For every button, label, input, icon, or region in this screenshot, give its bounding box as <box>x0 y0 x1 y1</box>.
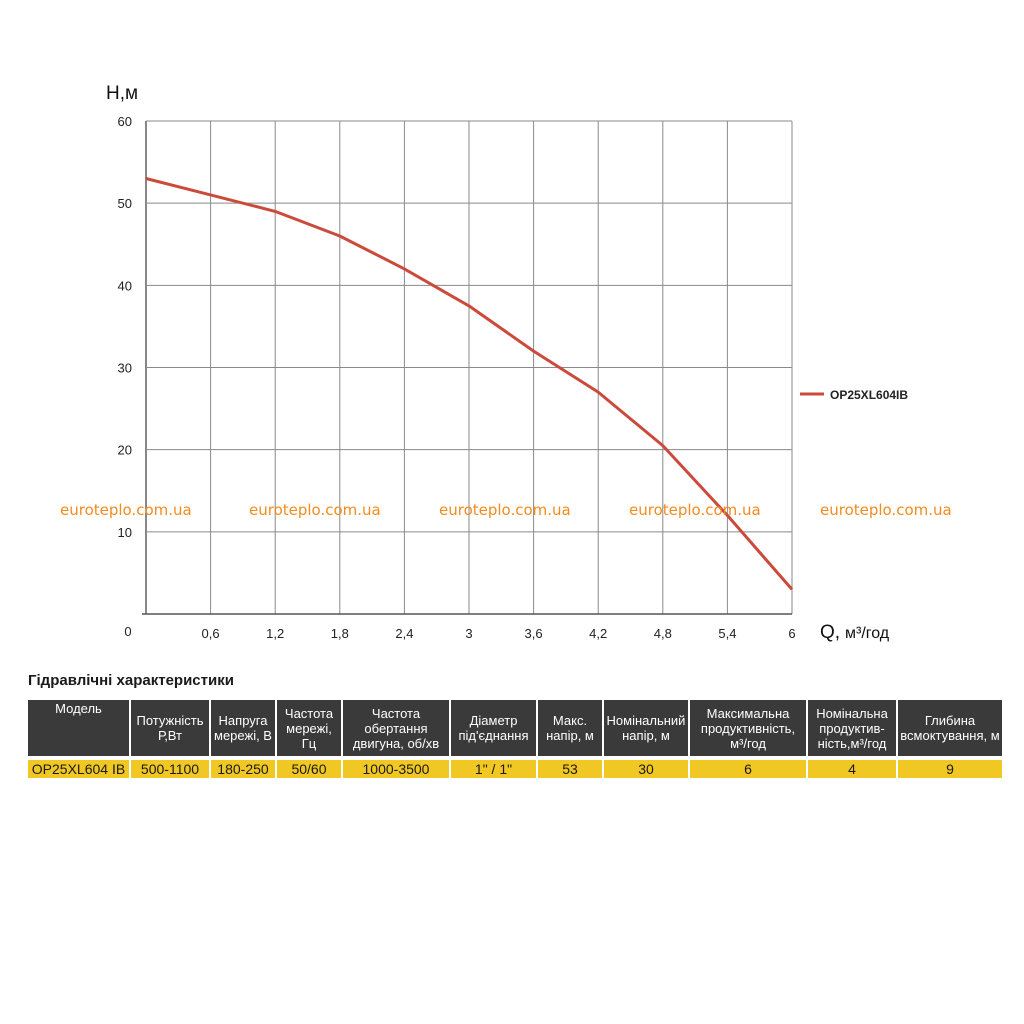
x-tick-label: 0,6 <box>202 626 220 641</box>
cell-max-flow: 6 <box>690 760 806 778</box>
x-axis-ticks: 0,6 1,2 1,8 2,4 3 3,6 4,2 4,8 5,4 6 <box>202 626 796 641</box>
watermark-text: euroteplo.com.ua <box>439 501 571 519</box>
x-tick-label: 6 <box>788 626 795 641</box>
y-tick-label: 10 <box>118 525 132 540</box>
series-line <box>145 177 794 591</box>
x-tick-label: 1,8 <box>331 626 349 641</box>
section-title: Гідравлічні характеристики <box>28 672 234 689</box>
watermark-row: euroteplo.com.ua euroteplo.com.ua eurote… <box>60 501 952 519</box>
header-nominal-flow: Номінальна продуктив-ність,м³/год <box>808 700 896 756</box>
watermark-text: euroteplo.com.ua <box>60 501 192 519</box>
cell-nominal-flow: 4 <box>808 760 896 778</box>
cell-rotation-speed: 1000-3500 <box>343 760 449 778</box>
y-tick-label: 40 <box>118 278 132 293</box>
origin-label: 0 <box>124 624 131 639</box>
y-axis-ticks: 10 20 30 40 50 60 <box>118 114 132 540</box>
watermark-text: euroteplo.com.ua <box>249 501 381 519</box>
table-header-row: Модель Потужність Р,Вт Напруга мережі, В… <box>28 700 1002 756</box>
header-connection-diameter: Діаметр під'єднання <box>451 700 536 756</box>
header-rotation-speed: Частота обертання двигуна, об/хв <box>343 700 449 756</box>
table-row: OP25XL604 IB 500-1100 180-250 50/60 1000… <box>28 760 1002 778</box>
header-model: Модель <box>28 700 129 756</box>
watermark-text: euroteplo.com.ua <box>629 501 761 519</box>
header-voltage: Напруга мережі, В <box>211 700 275 756</box>
x-tick-label: 3 <box>465 626 472 641</box>
cell-suction-depth: 9 <box>898 760 1002 778</box>
header-suction-depth: Глибина всмоктування, м <box>898 700 1002 756</box>
specs-table: Модель Потужність Р,Вт Напруга мережі, В… <box>26 696 1004 782</box>
x-tick-label: 1,2 <box>266 626 284 641</box>
x-tick-label: 4,8 <box>654 626 672 641</box>
x-axis-unit: м³/год <box>845 625 890 642</box>
y-tick-label: 50 <box>118 196 132 211</box>
x-tick-label: 3,6 <box>525 626 543 641</box>
header-power: Потужність Р,Вт <box>131 700 209 756</box>
x-axis-title: Q, <box>820 622 840 643</box>
legend-label: OP25XL604IB <box>830 388 908 402</box>
cell-connection-diameter: 1" / 1" <box>451 760 536 778</box>
cell-voltage: 180-250 <box>211 760 275 778</box>
x-tick-label: 5,4 <box>718 626 736 641</box>
series-layer <box>145 177 794 591</box>
cell-frequency: 50/60 <box>277 760 341 778</box>
watermark-text: euroteplo.com.ua <box>820 501 952 519</box>
y-tick-label: 30 <box>118 361 132 376</box>
cell-power: 500-1100 <box>131 760 209 778</box>
y-axis-title: H,м <box>106 83 138 104</box>
cell-nominal-head: 30 <box>604 760 688 778</box>
header-max-head: Макс. напір, м <box>538 700 602 756</box>
header-nominal-head: Номінальний напір, м <box>604 700 688 756</box>
header-max-flow: Максимальна продуктивність, м³/год <box>690 700 806 756</box>
chart-legend: OP25XL604IB <box>800 388 908 402</box>
x-tick-label: 4,2 <box>589 626 607 641</box>
chart-grid <box>142 120 793 615</box>
cell-max-head: 53 <box>538 760 602 778</box>
y-tick-label: 20 <box>118 443 132 458</box>
header-frequency: Частота мережі, Гц <box>277 700 341 756</box>
cell-model: OP25XL604 IB <box>28 760 129 778</box>
x-tick-label: 2,4 <box>395 626 413 641</box>
y-tick-label: 60 <box>118 114 132 129</box>
